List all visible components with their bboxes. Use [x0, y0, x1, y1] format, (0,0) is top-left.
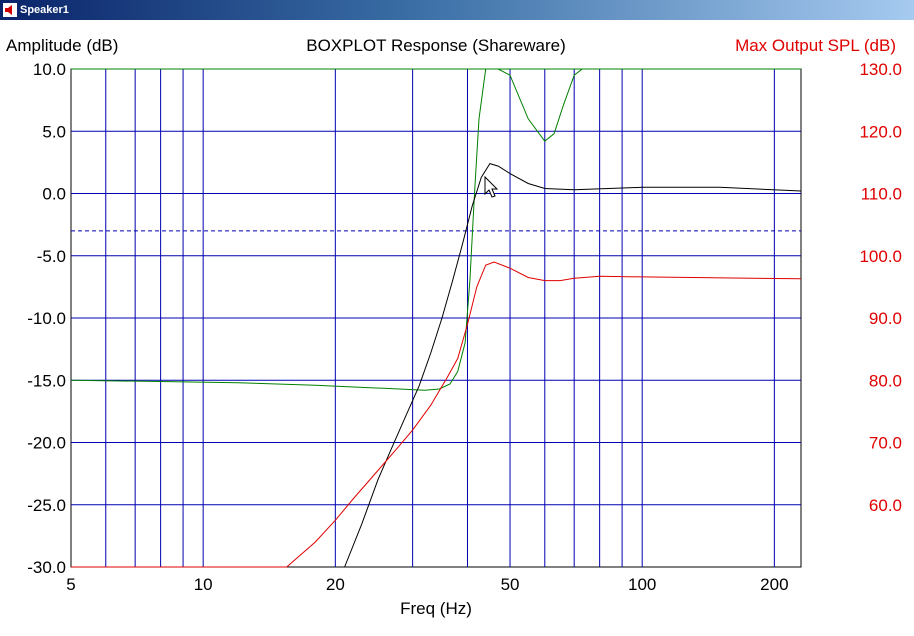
y-axis-label: Amplitude (dB)	[6, 36, 118, 55]
y-tick-label: 0.0	[42, 185, 66, 204]
window-title: Speaker1	[20, 4, 69, 16]
y2-tick-labels: 130.0 120.0 110.0 100.0 90.0 80.0 70.0 60.0	[859, 60, 902, 515]
y2-axis-label: Max Output SPL (dB)	[735, 36, 896, 55]
y2-tick-label: 130.0	[859, 60, 902, 79]
y-tick-label: 10.0	[33, 60, 66, 79]
y2-tick-label: 70.0	[869, 434, 902, 453]
series-line-black	[344, 163, 802, 568]
x-tick-label: 5	[66, 575, 75, 594]
x-tick-labels: 5 10 20 50 100 200	[66, 575, 788, 594]
chart: Amplitude (dB) BOXPLOT Response (Sharewa…	[6, 36, 902, 618]
y2-tick-label: 120.0	[859, 122, 902, 141]
x-axis-label: Freq (Hz)	[400, 599, 472, 618]
y2-tick-label: 60.0	[869, 496, 902, 515]
x-tick-label: 20	[326, 575, 345, 594]
y-tick-label: -5.0	[37, 247, 66, 266]
y2-tick-label: 110.0	[861, 185, 902, 204]
y-tick-labels: 10.0 5.0 0.0 -5.0 -10.0 -15.0 -20.0 -25.0 -30.0	[27, 60, 66, 577]
series-line-green	[70, 68, 801, 391]
window-titlebar[interactable]: Speaker1	[0, 0, 914, 20]
x-tick-label: 100	[628, 575, 656, 594]
x-tick-label: 50	[501, 575, 520, 594]
x-tick-label: 200	[760, 575, 788, 594]
mouse-cursor-icon	[484, 175, 499, 198]
chart-title: BOXPLOT Response (Shareware)	[306, 36, 566, 55]
series-line-red	[71, 261, 802, 568]
y2-tick-label: 100.0	[859, 247, 902, 266]
y-tick-label: -20.0	[27, 434, 66, 453]
y-tick-label: -25.0	[27, 496, 66, 515]
y-tick-label: -30.0	[27, 558, 66, 577]
y2-tick-label: 80.0	[869, 371, 902, 390]
y-tick-label: -10.0	[27, 309, 66, 328]
series-group	[70, 68, 802, 568]
y2-tick-label: 90.0	[869, 309, 902, 328]
plot-area	[70, 68, 802, 568]
y-tick-label: 5.0	[42, 122, 66, 141]
x-tick-label: 10	[194, 575, 213, 594]
y-tick-label: -15.0	[27, 371, 66, 390]
speaker-icon	[3, 3, 17, 17]
grid	[71, 68, 801, 567]
